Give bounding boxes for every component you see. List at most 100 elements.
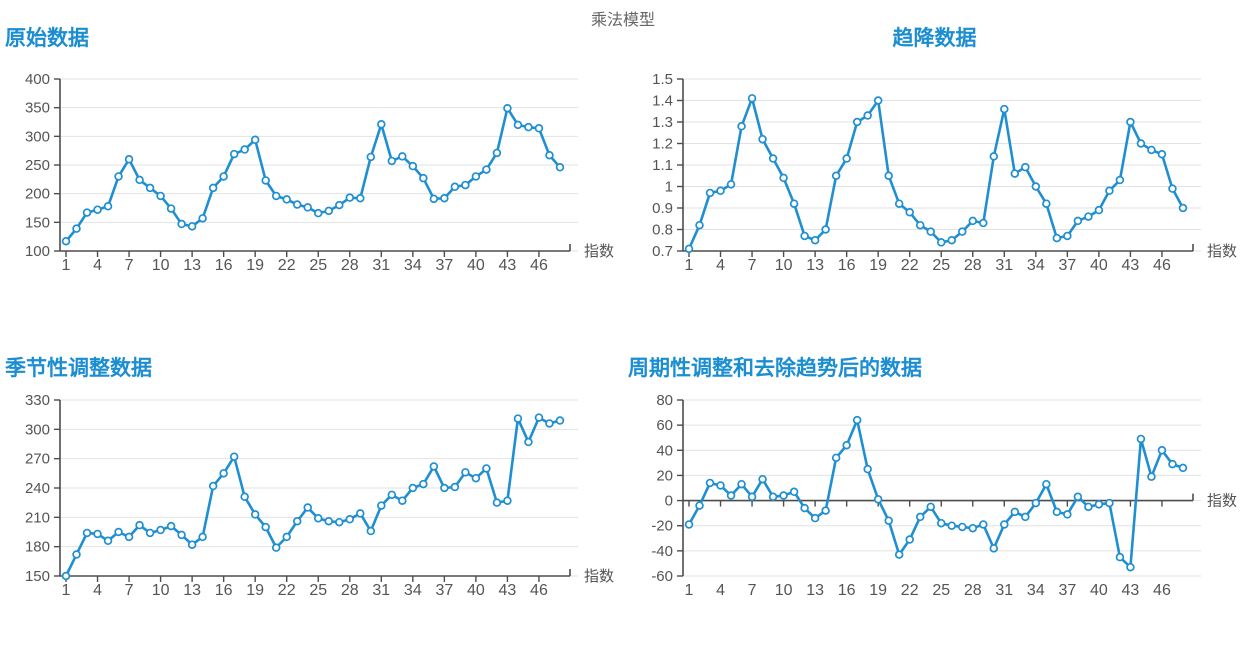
svg-text:43: 43 [1122,582,1140,599]
svg-text:16: 16 [215,582,233,599]
chart-title-cycle-adjusted-detrended: 周期性调整和去除趋势后的数据 [628,357,922,380]
svg-text:4: 4 [93,582,102,599]
page-title: 乘法模型 [590,12,655,29]
svg-text:300: 300 [25,128,50,145]
svg-text:指数: 指数 [1207,243,1237,260]
svg-text:25: 25 [932,257,950,274]
svg-text:150: 150 [25,214,50,231]
chart-plot-seasonally-adjusted: 150 180 210 240 270 300 330 1 4 7 10 13 16 19 22 25 28 31… [25,392,614,599]
svg-text:1: 1 [685,582,694,599]
svg-text:28: 28 [341,257,359,274]
svg-text:7: 7 [125,257,134,274]
svg-text:150: 150 [25,568,50,585]
svg-text:0.7: 0.7 [652,243,673,260]
svg-text:180: 180 [25,539,50,556]
svg-text:40: 40 [467,257,485,274]
svg-text:指数: 指数 [584,568,614,585]
svg-text:37: 37 [435,257,453,274]
svg-text:25: 25 [932,582,950,599]
svg-text:400: 400 [25,71,50,88]
svg-text:7: 7 [125,582,134,599]
svg-text:16: 16 [838,257,856,274]
svg-text:250: 250 [25,157,50,174]
svg-text:指数: 指数 [584,243,614,260]
svg-text:31: 31 [372,582,390,599]
svg-text:43: 43 [499,257,517,274]
svg-text:37: 37 [1058,257,1076,274]
svg-text:4: 4 [716,257,725,274]
svg-text:22: 22 [278,257,296,274]
svg-text:16: 16 [838,582,856,599]
svg-text:1: 1 [685,257,694,274]
svg-text:37: 37 [1058,582,1076,599]
chart-original-data: 原始数据 100 150 200 250 300 350 400 1 4 7 10 13 16 19 22 2… [0,0,623,340]
svg-text:34: 34 [404,582,422,599]
svg-text:25: 25 [309,582,327,599]
svg-text:31: 31 [372,257,390,274]
svg-text:19: 19 [246,582,264,599]
svg-text:7: 7 [748,257,757,274]
svg-text:40: 40 [1090,257,1108,274]
chart-plot-detrended: 0.7 0.8 0.9 1 1.1 1.2 1.3 1.4 1.5 1 4 7 10 13 16 19 22 25… [652,71,1237,274]
svg-text:200: 200 [25,186,50,203]
chart-cycle-adjusted-detrended-data: 周期性调整和去除趋势后的数据 -60 -40 -20 0 20 40 60 80 1 4 7 10 13… [623,340,1246,648]
svg-text:46: 46 [530,257,548,274]
svg-text:22: 22 [901,582,919,599]
svg-text:10: 10 [152,582,170,599]
svg-text:46: 46 [1153,582,1171,599]
svg-text:0.9: 0.9 [652,200,673,217]
svg-text:1.4: 1.4 [652,93,673,110]
chart-seasonally-adjusted-data: 季节性调整数据 150 180 210 240 270 300 330 1 4 7 10 13 16 19… [0,340,623,648]
svg-text:7: 7 [748,582,757,599]
svg-text:40: 40 [1090,582,1108,599]
svg-text:13: 13 [806,257,824,274]
svg-text:210: 210 [25,509,50,526]
svg-text:10: 10 [152,257,170,274]
svg-text:0.8: 0.8 [652,222,673,239]
svg-text:0: 0 [665,493,673,510]
svg-text:指数: 指数 [1207,493,1237,510]
svg-text:16: 16 [215,257,233,274]
svg-text:13: 13 [183,257,201,274]
svg-text:270: 270 [25,451,50,468]
svg-text:34: 34 [1027,257,1045,274]
svg-text:43: 43 [499,582,517,599]
svg-text:-40: -40 [651,543,673,560]
svg-text:-20: -20 [651,518,673,535]
chart-title-seasonally-adjusted: 季节性调整数据 [5,357,152,380]
svg-text:13: 13 [806,582,824,599]
svg-text:300: 300 [25,421,50,438]
chart-title-detrended: 趋降数据 [892,27,977,50]
svg-text:40: 40 [467,582,485,599]
svg-text:1.5: 1.5 [652,71,673,88]
svg-text:60: 60 [656,417,673,434]
svg-text:-60: -60 [651,568,673,585]
svg-text:19: 19 [246,257,264,274]
chart-plot-cycle-adjusted-detrended: -60 -40 -20 0 20 40 60 80 1 4 7 10 13 16 19 22 25 28 31 34 3… [651,392,1237,599]
svg-text:46: 46 [530,582,548,599]
svg-text:4: 4 [716,582,725,599]
svg-text:28: 28 [964,582,982,599]
svg-text:28: 28 [964,257,982,274]
svg-text:46: 46 [1153,257,1171,274]
svg-text:10: 10 [775,257,793,274]
svg-text:22: 22 [901,257,919,274]
svg-text:100: 100 [25,243,50,260]
svg-text:22: 22 [278,582,296,599]
svg-text:28: 28 [341,582,359,599]
svg-text:330: 330 [25,392,50,409]
svg-text:10: 10 [775,582,793,599]
svg-text:240: 240 [25,480,50,497]
svg-text:13: 13 [183,582,201,599]
svg-text:25: 25 [309,257,327,274]
svg-text:1.1: 1.1 [652,157,673,174]
chart-title-original: 原始数据 [5,27,89,50]
svg-text:37: 37 [435,582,453,599]
svg-text:1: 1 [62,257,71,274]
svg-text:1.3: 1.3 [652,114,673,131]
svg-text:80: 80 [656,392,673,409]
svg-text:34: 34 [1027,582,1045,599]
svg-text:20: 20 [656,467,673,484]
